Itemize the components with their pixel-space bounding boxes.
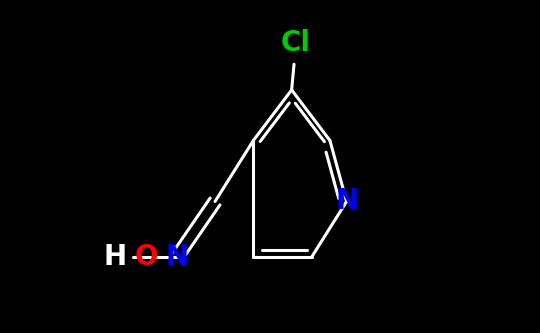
Text: Cl: Cl [281,29,311,57]
Text: N: N [335,187,358,215]
Text: O: O [134,243,158,271]
Text: N: N [165,243,188,271]
Text: H: H [103,243,126,271]
